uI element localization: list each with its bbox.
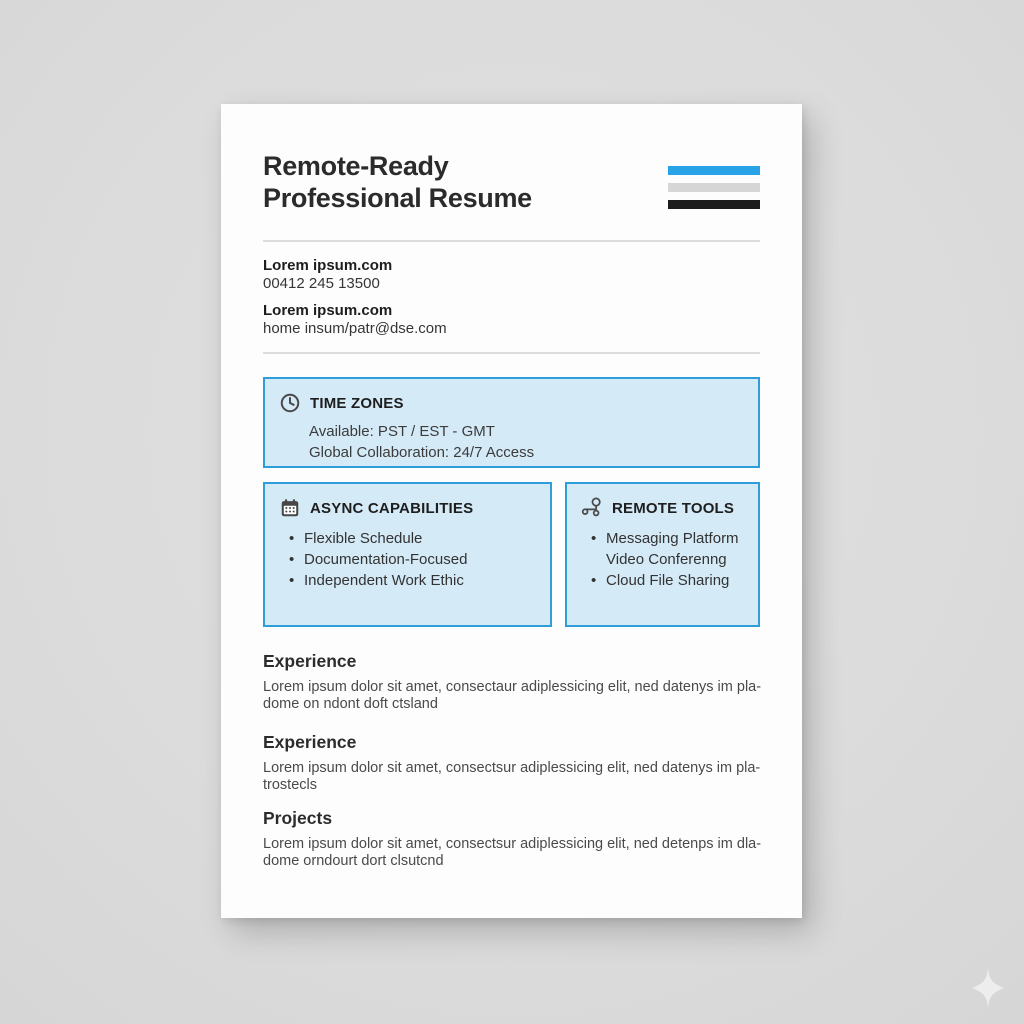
contact-website: Lorem ipsum.com	[263, 257, 393, 274]
time-zones-header: TIME ZONES	[265, 379, 758, 414]
sparkle-icon	[972, 968, 1004, 1008]
contact-phone: 00412 245 13500	[263, 275, 380, 292]
time-zones-body: Available: PST / EST - GMT Global Collab…	[265, 414, 758, 463]
remote-tools-title: REMOTE TOOLS	[612, 499, 735, 517]
async-capabilities-list: Flexible Schedule Documentation-Focused …	[265, 528, 550, 591]
network-icon	[581, 497, 601, 517]
section-heading: Projects	[263, 808, 333, 828]
section-body-line: dome orndourt dort clsutcnd	[263, 852, 444, 869]
list-item: Messaging Platform	[591, 528, 758, 549]
time-zones-line2: Global Collaboration: 24/7 Access	[309, 444, 535, 461]
clock-icon	[280, 393, 300, 413]
time-zones-box: TIME ZONES Available: PST / EST - GMT Gl…	[263, 377, 760, 468]
async-capabilities-title: ASYNC CAPABILITIES	[310, 499, 474, 517]
contact-block-secondary: Lorem ipsum.com home insum/patr@dse.com	[263, 302, 447, 338]
remote-tools-box: REMOTE TOOLS Messaging Platform Video Co…	[565, 482, 760, 627]
section-projects: Projects Lorem ipsum dolor sit amet, con…	[263, 808, 763, 869]
divider	[263, 352, 760, 354]
section-body-line: Lorem ipsum dolor sit amet, consectsur a…	[263, 760, 761, 776]
section-body-line: dome on ndont doft ctsland	[263, 695, 438, 712]
section-body-line: Lorem ipsum dolor sit amet, consectsur a…	[263, 836, 762, 852]
contact-email: home insum/patr@dse.com	[263, 320, 447, 337]
remote-tools-header: REMOTE TOOLS	[567, 484, 758, 519]
list-item: Video Conferenng	[606, 551, 727, 568]
accent-bar-black	[668, 200, 760, 209]
list-item: Cloud File Sharing	[591, 570, 758, 591]
accent-bar-blue	[668, 166, 760, 175]
section-heading: Experience	[263, 651, 357, 671]
section-heading: Experience	[263, 732, 357, 752]
page-title: Remote-Ready Professional Resume	[263, 150, 623, 214]
list-item: Independent Work Ethic	[289, 570, 550, 591]
resume-page: Remote-Ready Professional Resume Lorem i…	[221, 104, 802, 918]
list-item: Flexible Schedule	[289, 528, 550, 549]
async-capabilities-header: ASYNC CAPABILITIES	[265, 484, 550, 519]
section-body-line: Lorem ipsum dolor sit amet, consectaur a…	[263, 679, 762, 695]
calendar-icon	[281, 499, 299, 517]
section-body-line: trostecls	[263, 776, 317, 793]
time-zones-title: TIME ZONES	[310, 394, 404, 412]
section-experience-2: Experience Lorem ipsum dolor sit amet, c…	[263, 732, 763, 793]
page-title-line2: Professional Resume	[263, 183, 532, 213]
list-item: Documentation-Focused	[289, 549, 550, 570]
accent-bar-gray	[668, 183, 760, 192]
contact-block-primary: Lorem ipsum.com 00412 245 13500	[263, 257, 392, 293]
time-zones-line1: Available: PST / EST - GMT	[309, 423, 495, 440]
page-title-line1: Remote-Ready	[263, 151, 449, 181]
contact-website-2: Lorem ipsum.com	[263, 302, 393, 319]
divider	[263, 240, 760, 242]
accent-bars	[668, 166, 760, 217]
remote-tools-list: Messaging Platform Video Conferenng Clou…	[567, 528, 758, 591]
section-experience-1: Experience Lorem ipsum dolor sit amet, c…	[263, 651, 763, 712]
async-capabilities-box: ASYNC CAPABILITIES Flexible Schedule Doc…	[263, 482, 552, 627]
